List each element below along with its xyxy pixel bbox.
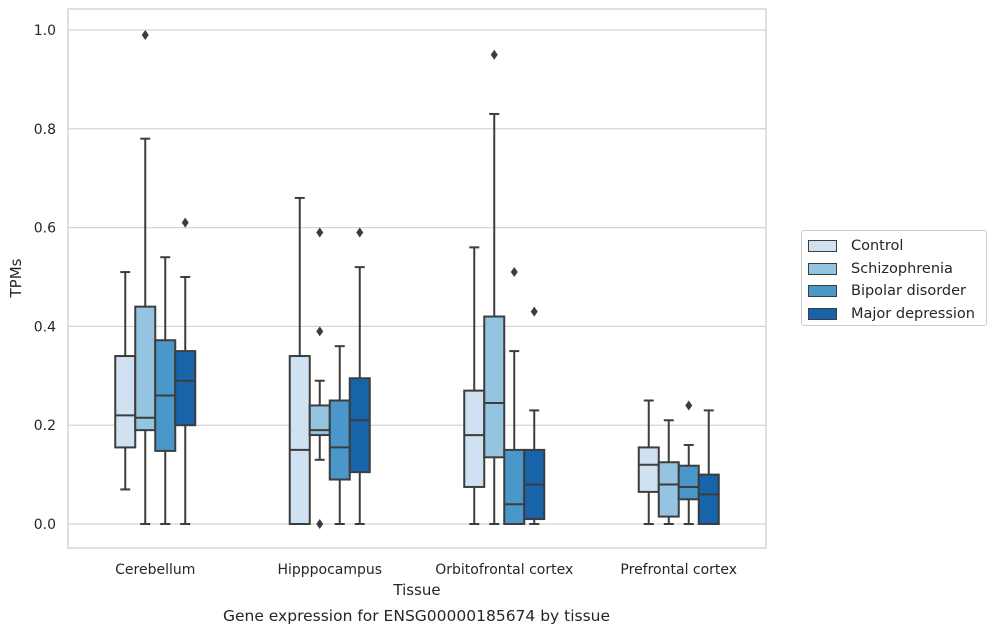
legend-swatch [808,285,837,298]
outlier-point [181,217,189,228]
legend-item: Schizophrenia [808,258,986,281]
legend-label: Control [851,238,904,255]
plot-frame [67,8,767,549]
y-axis-label: TPMs [7,258,25,298]
outlier-point [685,400,693,411]
box [503,448,526,525]
legend-item: Major depression [808,303,986,326]
x-tick-label: Hipppocampus [277,562,382,578]
box-major-depression [348,227,371,525]
box-bipolar-disorder [154,256,177,525]
box-control [288,196,311,526]
box-major-depression [697,409,720,526]
box-schizophrenia [134,29,157,525]
legend-swatch [808,262,837,275]
legend-item: Bipolar disorder [808,280,986,303]
x-axis-label: Tissue [392,581,440,599]
box [637,446,660,493]
box-bipolar-disorder [328,345,351,525]
outlier-point [510,267,518,278]
y-tick-label: 1.0 [34,23,56,39]
box [328,399,351,481]
x-tick-label: Orbitofrontal cortex [435,562,573,578]
box [677,464,700,501]
box-major-depression [523,306,546,525]
y-tick-label: 0.2 [34,418,56,434]
box-control [463,246,486,525]
box-major-depression [174,217,197,525]
box [348,377,371,474]
chart-legend: Control Schizophrenia Bipolar disorder Majo… [801,230,987,326]
box [463,389,486,488]
box-schizophrenia [657,419,680,525]
box-bipolar-disorder [503,267,526,525]
x-tick-label: Prefrontal cortex [620,562,737,578]
box-control [637,399,660,525]
legend-label: Bipolar disorder [851,283,966,300]
box [288,355,311,526]
x-tick-labels: Cerebellum Hipppocampus Orbitofrontal cort… [115,562,737,578]
legend-label: Major depression [851,305,975,322]
legend-item: Control [808,235,986,258]
y-tick-label: 0.0 [34,517,56,533]
legend-swatch [808,307,837,320]
outlier-point [141,29,149,40]
outlier-point [530,306,538,317]
legend-label: Schizophrenia [851,260,953,277]
outlier-point [316,519,324,529]
y-tick-label: 0.8 [34,122,56,138]
outlier-point [316,227,324,238]
outlier-point [356,227,364,238]
box-schizophrenia [483,49,506,525]
y-tick-label: 0.4 [34,319,56,335]
box [174,350,197,427]
box-control [114,271,137,491]
box [697,473,720,526]
box [114,355,137,449]
box [657,461,680,518]
box [134,305,157,432]
y-tick-labels: 0.0 0.2 0.4 0.6 0.8 1.0 [34,23,56,533]
outlier-point [316,326,324,337]
x-tick-label: Cerebellum [115,562,195,578]
legend-swatch [808,240,837,253]
box-groups [114,29,720,529]
outlier-point [490,49,498,60]
box-schizophrenia [308,227,331,529]
box [483,315,506,459]
y-tick-label: 0.6 [34,221,56,237]
chart-caption: Gene expression for ENSG00000185674 by t… [222,607,611,625]
box-bipolar-disorder [677,400,700,525]
